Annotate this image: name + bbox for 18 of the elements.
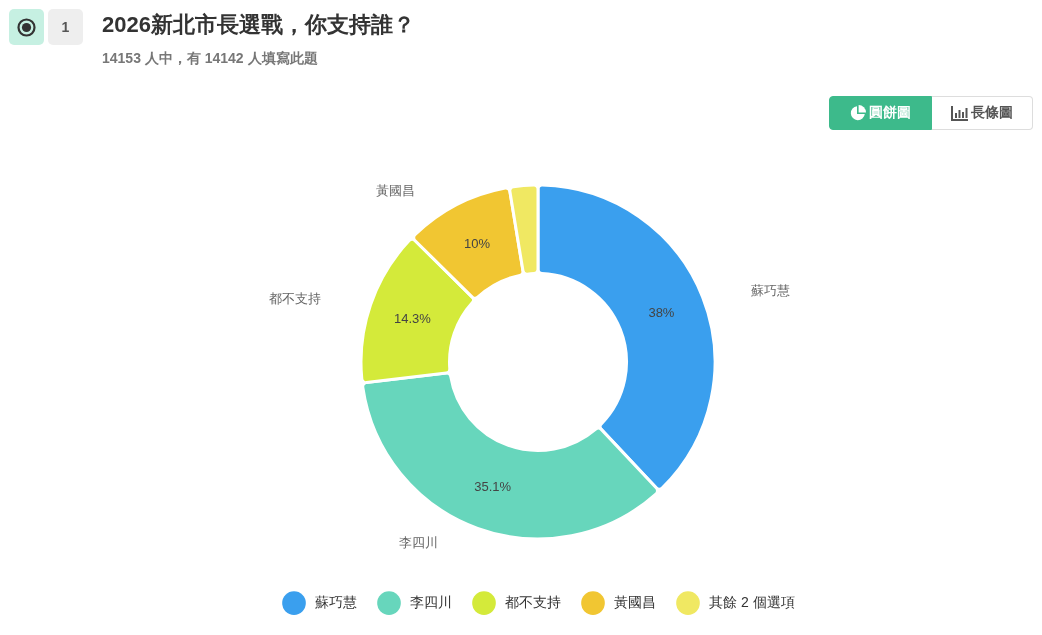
number-badge: 1 [48, 9, 83, 45]
legend-label: 李四川 [410, 594, 452, 611]
data-label: 35.1% [474, 478, 512, 494]
column-chart-tab: 長條圖 [932, 96, 1033, 130]
data-label: 38% [648, 305, 675, 321]
slice-label: 李四川 [399, 535, 439, 551]
data-label: 14.3% [393, 311, 432, 326]
chart-subtitle: 14153 人中，有 14142 人填寫此題 [102, 49, 318, 68]
category-label: 都不支持 [269, 291, 322, 307]
slice-label: 黃國昌 [376, 182, 416, 198]
data-label: 10% [463, 236, 491, 252]
slice-label: 蘇巧慧 [751, 282, 791, 298]
pie-chart-tab: 圓餅圖 [829, 96, 932, 130]
legend-label: 黃國昌 [614, 594, 656, 611]
legend-label: 蘇巧慧 [315, 594, 357, 611]
legend-label: 其餘 2 個選項 [709, 594, 795, 611]
chart-title: 2026新北市長選戰，你支持誰？ [102, 11, 415, 39]
legend-label: 都不支持 [505, 594, 561, 611]
